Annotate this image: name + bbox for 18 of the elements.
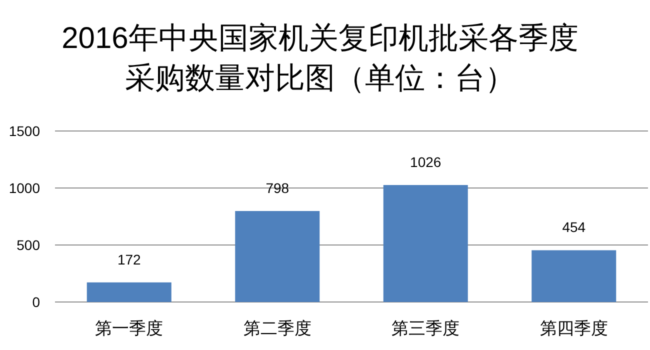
x-tick-label: 第四季度 xyxy=(540,319,608,338)
y-tick-label: 500 xyxy=(16,237,40,253)
bar xyxy=(383,185,468,302)
bar xyxy=(532,250,616,302)
bar xyxy=(86,282,172,302)
x-tick-label: 第三季度 xyxy=(392,319,460,338)
x-tick-label: 第一季度 xyxy=(95,319,164,338)
y-tick-label: 1000 xyxy=(8,180,40,196)
data-label: 454 xyxy=(562,219,586,236)
data-label: 172 xyxy=(117,251,142,268)
data-label: 798 xyxy=(266,180,290,196)
y-tick-label: 1500 xyxy=(8,123,40,139)
x-tick-label: 第二季度 xyxy=(243,319,312,338)
data-label: 1026 xyxy=(410,154,442,170)
y-tick-label: 0 xyxy=(32,294,40,310)
chart-title: 2016年中央国家机关复印机批采各季度 xyxy=(62,22,578,55)
bar xyxy=(235,211,320,302)
chart-subtitle: 采购数量对比图（单位：台） xyxy=(125,62,515,95)
